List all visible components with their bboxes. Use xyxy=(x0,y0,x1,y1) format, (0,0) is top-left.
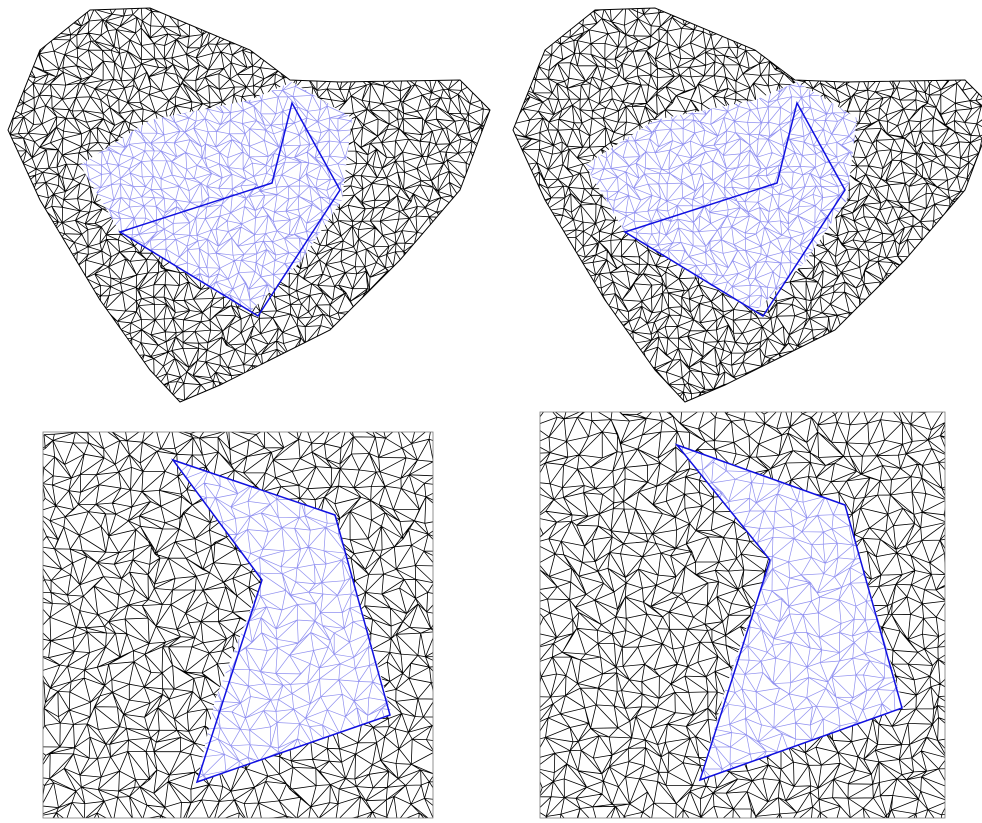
figure xyxy=(0,0,982,823)
mesh-panel xyxy=(531,402,979,823)
mesh-panel xyxy=(0,0,522,433)
mesh-panel xyxy=(500,0,982,434)
mesh-panel xyxy=(34,421,466,823)
page: (() => { const data = JSON.parse(documen… xyxy=(0,0,982,823)
outer-mesh xyxy=(34,421,466,823)
inner-mesh xyxy=(0,0,521,433)
